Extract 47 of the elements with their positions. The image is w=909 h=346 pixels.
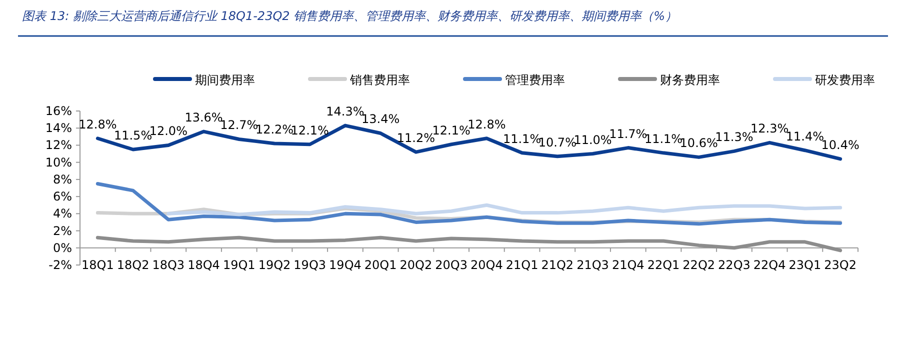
x-tick-label: 18Q2 — [116, 258, 150, 272]
y-tick-label: 6% — [52, 190, 72, 204]
x-tick-label: 22Q3 — [718, 258, 750, 272]
data-label: 12.8% — [78, 117, 117, 132]
legend-label: 财务费用率 — [660, 73, 720, 87]
x-tick-label: 19Q3 — [294, 258, 326, 272]
y-tick-label: 0% — [52, 240, 72, 255]
x-tick-label: 19Q1 — [222, 258, 256, 272]
x-tick-label: 21Q4 — [612, 258, 644, 272]
x-tick-label: 23Q2 — [824, 258, 856, 272]
legend-label: 研发费用率 — [815, 73, 875, 87]
chart-title: 图表 13: 剔除三大运营商后通信行业 18Q1-23Q2 销售费用率、管理费用率、财务费用率、研发费用率、期间费用率（%） — [22, 9, 678, 23]
legend-label: 销售费用率 — [349, 73, 410, 87]
x-tick-label: 19Q4 — [329, 258, 362, 272]
legend-label: 管理费用率 — [505, 73, 565, 87]
x-tick-label: 20Q3 — [435, 258, 468, 272]
y-tick-label: 8% — [52, 172, 72, 186]
y-tick-label: 16% — [45, 104, 72, 118]
x-tick-label: 21Q1 — [506, 258, 538, 272]
data-label: 11.5% — [114, 128, 152, 142]
data-label: 12.1% — [290, 123, 329, 138]
x-tick-label: 21Q2 — [541, 258, 574, 272]
y-tick-label: 4% — [52, 206, 72, 221]
y-tick-label: 14% — [45, 121, 72, 136]
y-tick-label: -2% — [48, 258, 72, 272]
x-tick-label: 18Q1 — [82, 258, 114, 272]
x-tick-label: 19Q2 — [258, 258, 291, 272]
x-tick-label: 20Q1 — [364, 258, 397, 272]
y-tick-label: 12% — [45, 138, 72, 152]
data-label: 10.6% — [680, 136, 718, 150]
x-tick-label: 18Q3 — [152, 258, 185, 272]
data-label: 12.3% — [750, 122, 789, 136]
x-tick-label: 22Q1 — [647, 258, 680, 272]
y-tick-label: 2% — [52, 224, 72, 238]
y-tick-label: 10% — [45, 155, 72, 170]
data-label: 14.3% — [326, 104, 364, 119]
x-tick-label: 21Q3 — [576, 258, 609, 272]
x-tick-label: 22Q2 — [682, 258, 716, 272]
data-label: 12.8% — [468, 117, 506, 132]
data-label: 11.7% — [609, 126, 648, 141]
x-tick-label: 20Q2 — [400, 258, 432, 272]
legend-label: 期间费用率 — [195, 73, 255, 87]
x-tick-label: 22Q4 — [753, 258, 786, 272]
x-tick-label: 23Q1 — [788, 258, 822, 272]
data-label: 13.6% — [184, 110, 223, 125]
x-tick-label: 20Q4 — [470, 258, 503, 272]
x-tick-label: 18Q4 — [188, 258, 220, 272]
